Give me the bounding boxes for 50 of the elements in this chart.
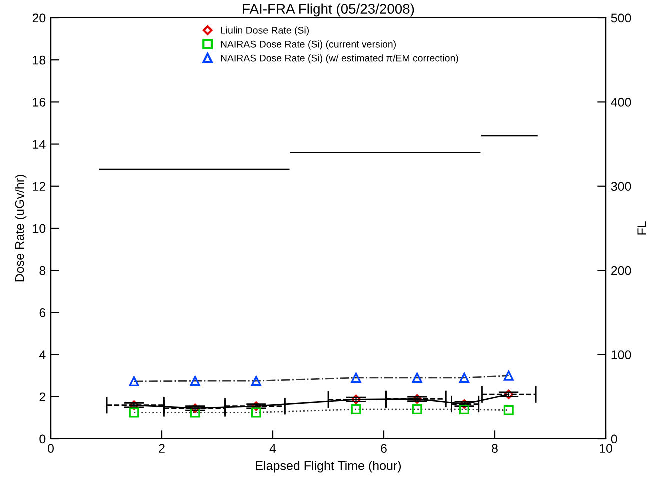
point — [190, 408, 200, 418]
y-tick-label: 16 — [33, 98, 46, 107]
point — [251, 376, 262, 386]
point — [412, 372, 422, 383]
y2-tick-label: 300 — [611, 182, 632, 192]
x-tick-label: 2 — [159, 444, 165, 453]
y2-tick-label: 500 — [611, 14, 632, 23]
y-tick-label: 14 — [33, 140, 46, 149]
point — [129, 408, 140, 418]
point — [351, 394, 362, 404]
point — [251, 408, 262, 418]
y-tick-label: 6 — [40, 308, 46, 318]
point — [351, 404, 362, 415]
point — [459, 372, 470, 383]
x-tick-label: 8 — [492, 444, 498, 454]
x-tick-label: 10 — [600, 444, 612, 454]
legend-label: NAIRAS Dose Rate (Si) (current version) — [221, 40, 396, 50]
y2-axis-title: FL — [638, 222, 646, 235]
y-tick-label: 2 — [40, 392, 46, 402]
y-tick-label: 10 — [33, 224, 46, 234]
y-tick-label: 18 — [33, 56, 46, 65]
y-tick-label: 8 — [40, 266, 46, 276]
point — [412, 394, 422, 404]
y-tick-label: 12 — [33, 182, 46, 191]
point — [504, 370, 514, 381]
point — [504, 390, 514, 400]
point — [351, 372, 362, 383]
point — [252, 402, 262, 412]
point — [190, 376, 200, 386]
y-axis-title: Dose Rate (uGv/hr) — [15, 175, 27, 282]
chart-title: FAI-FRA Flight (05/23/2008) — [243, 4, 414, 17]
y2-tick-label: 200 — [611, 266, 632, 276]
point — [129, 400, 140, 410]
y-tick-label: 20 — [32, 14, 46, 23]
point — [129, 376, 140, 387]
y2-tick-label: 100 — [612, 350, 632, 360]
point — [459, 404, 470, 415]
y2-tick-label: 400 — [611, 98, 632, 107]
point — [412, 404, 422, 415]
x-tick-label: 0 — [48, 444, 54, 454]
y2-tick-label: 0 — [611, 434, 618, 444]
x-tick-label: 4 — [270, 444, 276, 453]
point — [504, 405, 514, 416]
y-tick-label: 0 — [40, 434, 46, 444]
x-tick-label: 6 — [381, 444, 387, 454]
legend-label: Liulin Dose Rate (Si) — [221, 26, 309, 36]
y-tick-label: 4 — [39, 350, 46, 360]
legend-label: NAIRAS Dose Rate (Si) (w/ estimated π/EM correction) — [221, 54, 458, 64]
point — [190, 404, 200, 414]
x-axis-title: Elapsed Flight Time (hour) — [256, 461, 402, 473]
